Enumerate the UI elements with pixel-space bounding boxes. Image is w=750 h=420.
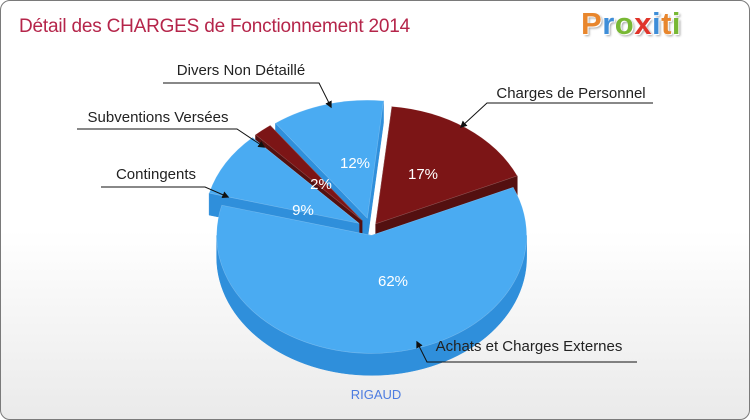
pie-slice[interactable] <box>216 187 527 354</box>
callout-line <box>77 128 266 148</box>
pie-labels: 17% Charges de Personnel 62% Achats et Char… <box>77 62 653 363</box>
logo-letter: P <box>581 6 603 41</box>
callout-line <box>163 82 332 109</box>
callout-line <box>416 340 637 363</box>
slice-percent-label: 2% <box>310 176 332 193</box>
slice-category-label: Achats et Charges Externes <box>436 338 623 355</box>
slice-category-label: Contingents <box>116 166 196 183</box>
pie-slice[interactable] <box>255 124 363 221</box>
pie-tops <box>208 99 527 354</box>
chart-title: Détail des CHARGES de Fonctionnement 201… <box>19 16 411 37</box>
logo-letter: o <box>614 6 635 41</box>
callout-line <box>101 186 230 198</box>
slice-percent-label: 17% <box>408 166 438 183</box>
proxiti-logo[interactable]: Proxiti <box>581 6 681 42</box>
slice-category-label: Charges de Personnel <box>496 85 645 102</box>
pie-slice-wall <box>367 100 384 241</box>
logo-letter: t <box>661 6 672 41</box>
logo-letter: x <box>634 6 652 41</box>
commune-label: RIGAUD <box>350 387 402 402</box>
pie-slice[interactable] <box>375 106 518 225</box>
slice-percent-label: 12% <box>340 155 370 172</box>
slice-percent-label: 62% <box>378 273 408 290</box>
callout-line <box>459 102 653 128</box>
logo-letter: i <box>671 6 682 41</box>
logo-letter: r <box>602 6 615 41</box>
logo-letter: i <box>651 6 662 41</box>
slice-category-label: Divers Non Détaillé <box>177 62 305 79</box>
slice-percent-label: 9% <box>292 202 314 219</box>
slice-category-label: Subventions Versées <box>88 109 229 126</box>
